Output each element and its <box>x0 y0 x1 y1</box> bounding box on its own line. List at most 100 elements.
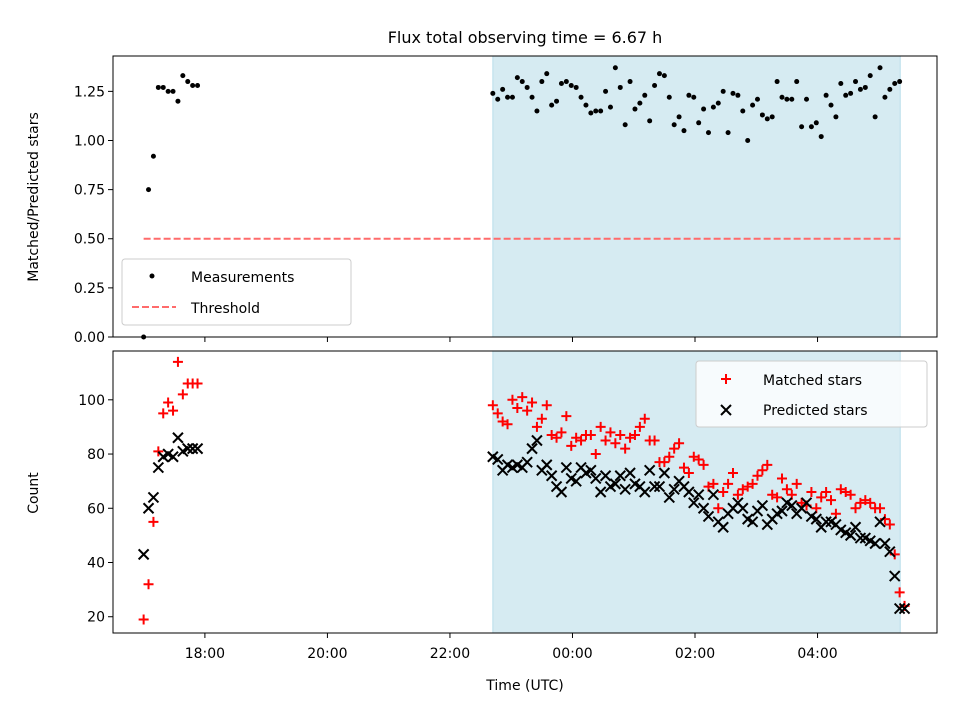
predicted-point <box>697 502 710 514</box>
predicted-point <box>545 470 558 482</box>
matched-point <box>629 430 640 441</box>
predicted-point <box>186 442 199 455</box>
matched-point <box>536 413 547 424</box>
measurement-point <box>598 108 604 114</box>
measurement-point <box>150 153 156 159</box>
matched-point <box>192 378 203 389</box>
predicted-point <box>889 570 901 582</box>
predicted-point <box>521 456 533 468</box>
measurement-point <box>892 81 898 87</box>
measurement-point <box>612 65 618 71</box>
y-tick-label: 40 <box>87 556 105 572</box>
predicted-point <box>555 486 568 498</box>
matched-point <box>153 446 164 457</box>
matched-point <box>649 435 660 446</box>
measurement-point <box>740 108 746 114</box>
measurement-point <box>627 79 633 85</box>
matched-point <box>610 438 621 449</box>
matched-point <box>683 468 694 479</box>
measurement-point <box>549 102 555 108</box>
measurement-point <box>843 92 849 98</box>
predicted-point <box>585 464 597 477</box>
measurement-point <box>720 88 726 94</box>
measurement-point <box>190 82 196 88</box>
predicted-point <box>492 453 504 466</box>
matched-point <box>517 392 528 403</box>
matched-point <box>634 421 645 432</box>
predicted-point <box>776 505 788 517</box>
predicted-point <box>884 545 896 558</box>
y-axis-label-top: Matched/Predicted stars <box>26 112 42 282</box>
predicted-point <box>639 486 651 498</box>
x-tick-label: 02:00 <box>675 646 715 662</box>
matched-point <box>772 492 783 503</box>
matched-point <box>757 465 768 476</box>
matched-point <box>551 432 562 443</box>
matched-point <box>561 411 572 422</box>
measurement-point <box>754 96 760 102</box>
measurement-point <box>804 96 810 102</box>
matched-point <box>850 503 861 514</box>
measurement-point <box>769 114 775 120</box>
matched-point <box>806 487 817 497</box>
measurement-point <box>882 94 888 100</box>
matched-point <box>865 497 876 508</box>
predicted-point <box>663 491 675 504</box>
predicted-point <box>683 486 695 498</box>
matched-point <box>531 421 542 432</box>
predicted-point <box>668 483 680 495</box>
matched-point <box>541 400 552 411</box>
predicted-point <box>619 483 631 495</box>
predicted-point <box>893 602 906 615</box>
measurement-point <box>833 114 839 120</box>
measurement-point <box>632 106 638 112</box>
measurement-point <box>558 81 564 87</box>
measurement-point <box>505 94 511 100</box>
y-tick-label: 1.25 <box>74 84 105 100</box>
measurement-point <box>563 79 569 85</box>
predicted-point <box>526 442 538 455</box>
legend-label-matched: Matched stars <box>763 373 862 389</box>
measurement-point <box>509 94 515 100</box>
predicted-point <box>614 470 626 482</box>
measurement-point <box>622 122 628 128</box>
predicted-point <box>142 502 155 514</box>
predicted-point <box>898 602 911 615</box>
matched-point <box>718 487 729 497</box>
x-tick-label: 04:00 <box>797 646 837 662</box>
measurement-point <box>838 81 844 87</box>
predicted-point <box>624 467 636 479</box>
predicted-point <box>643 464 656 477</box>
measurement-point <box>146 187 152 193</box>
predicted-point <box>810 513 823 525</box>
legend-label-threshold: Threshold <box>190 301 260 317</box>
measurement-point <box>730 90 736 96</box>
y-axis-label-bottom: Count <box>26 472 42 514</box>
predicted-point <box>879 537 891 550</box>
measurement-point <box>671 122 677 128</box>
predicted-point <box>541 459 553 471</box>
measurement-point <box>897 79 903 85</box>
predicted-point <box>147 491 160 504</box>
measurement-point <box>603 88 609 94</box>
y-tick-label: 0.00 <box>74 330 105 346</box>
predicted-point <box>167 451 179 463</box>
measurement-point <box>524 84 530 90</box>
measurement-point <box>170 88 176 94</box>
matched-point <box>747 478 758 489</box>
measurement-point <box>617 84 623 90</box>
y-tick-label: 80 <box>87 447 105 463</box>
matched-point <box>674 438 685 449</box>
matched-point <box>664 451 675 462</box>
x-tick-label: 22:00 <box>430 646 470 662</box>
measurement-point <box>784 96 790 102</box>
series-matched-stars <box>138 356 910 625</box>
measurement-point <box>544 71 550 77</box>
measurement-point <box>554 98 560 104</box>
x-tick-label: 20:00 <box>307 646 347 662</box>
matched-point <box>678 462 689 473</box>
matched-point <box>708 478 719 489</box>
matched-point <box>507 394 518 405</box>
measurement-point <box>774 79 780 85</box>
measurement-point <box>848 90 854 96</box>
